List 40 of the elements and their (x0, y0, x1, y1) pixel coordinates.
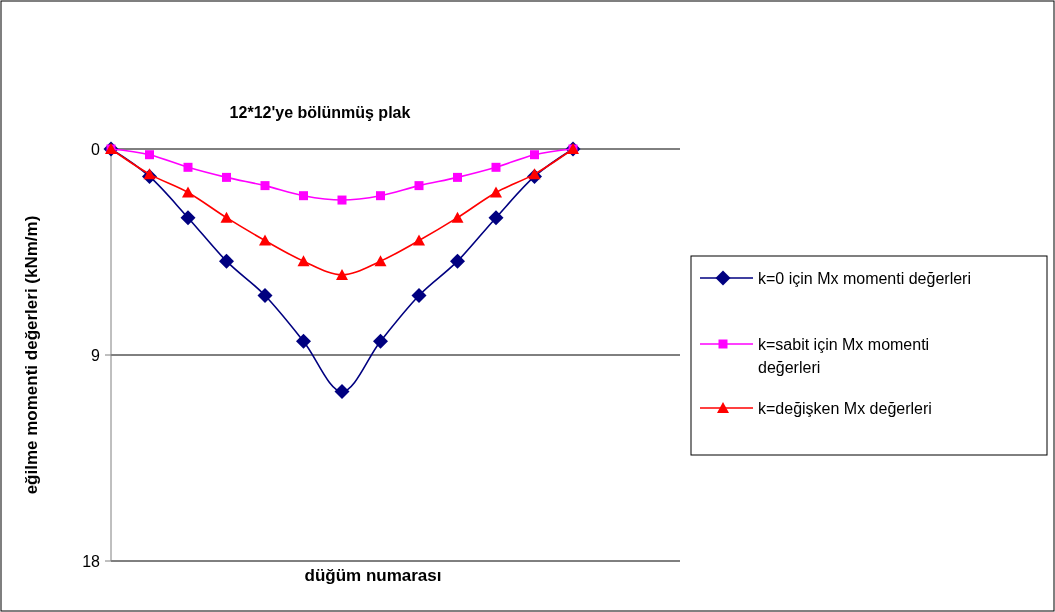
point (336, 268, 348, 280)
point (299, 191, 308, 201)
point (260, 181, 270, 191)
point (376, 191, 385, 201)
point (414, 181, 424, 191)
point (450, 253, 465, 269)
point (180, 210, 196, 226)
point (182, 186, 194, 198)
point (413, 234, 425, 246)
point (488, 210, 504, 226)
point (145, 150, 154, 160)
x-axis-title: düğüm numarası (304, 566, 442, 585)
point (411, 287, 427, 303)
legend-label: k=değişken Mx değerleri (758, 399, 932, 417)
point (491, 162, 501, 172)
point (257, 287, 273, 303)
point (373, 333, 388, 349)
y-tick-label: 18 (82, 552, 101, 570)
point (220, 211, 233, 223)
point (530, 150, 539, 160)
point (219, 253, 234, 269)
point (337, 195, 347, 205)
legend-label: k=sabit için Mx momenti değerleri (758, 335, 930, 376)
point (490, 186, 502, 198)
point (143, 168, 156, 180)
legend-label: k=0 için Mx momenti değerleri (758, 269, 971, 287)
y-axis-title: eğilme momenti değerleri (kNm/m) (22, 215, 41, 495)
point (222, 172, 231, 182)
point (296, 333, 311, 349)
point (528, 168, 541, 180)
point (259, 234, 271, 246)
point (374, 255, 387, 267)
point (334, 384, 350, 400)
point (453, 172, 462, 182)
point (451, 211, 464, 223)
chart-title: 12*12'ye bölünmüş plak (229, 104, 411, 121)
y-tick-label: 0 (91, 140, 101, 158)
y-tick-label: 9 (91, 346, 101, 364)
point (183, 162, 193, 172)
point (297, 255, 310, 267)
